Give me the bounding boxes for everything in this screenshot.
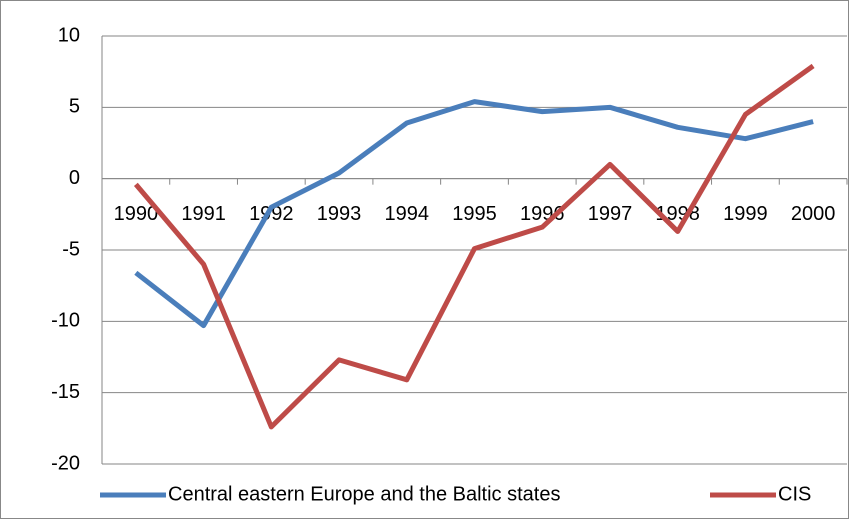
x-tick-label: 2000 xyxy=(791,203,836,225)
y-tick-label: -20 xyxy=(51,452,80,474)
legend-label: CIS xyxy=(778,483,811,505)
x-tick-label: 1993 xyxy=(317,203,362,225)
x-tick-label: 1997 xyxy=(588,203,633,225)
y-tick-label: 0 xyxy=(69,167,80,189)
y-tick-label: 5 xyxy=(69,96,80,118)
x-tick-label: 1990 xyxy=(114,203,159,225)
x-tick-label: 1992 xyxy=(249,203,294,225)
y-tick-label: -15 xyxy=(51,381,80,403)
y-tick-label: -5 xyxy=(62,238,80,260)
x-tick-label: 1999 xyxy=(723,203,768,225)
y-tick-label: 10 xyxy=(58,24,80,46)
x-tick-label: 1995 xyxy=(452,203,497,225)
x-tick-label: 1994 xyxy=(385,203,430,225)
legend-label: Central eastern Europe and the Baltic st… xyxy=(168,483,560,505)
x-tick-label: 1991 xyxy=(181,203,226,225)
series-line xyxy=(134,99,814,329)
y-tick-label: -10 xyxy=(51,310,80,332)
series-line xyxy=(133,63,815,430)
